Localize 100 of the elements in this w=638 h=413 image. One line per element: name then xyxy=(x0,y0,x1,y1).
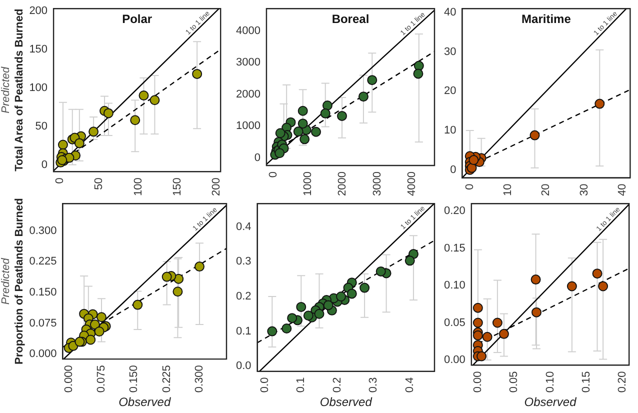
point xyxy=(598,281,608,292)
y-tick-label: 0.00 xyxy=(444,354,466,366)
x-tick-label: 0.225 xyxy=(160,365,173,393)
point xyxy=(367,75,378,86)
point xyxy=(282,324,292,334)
x-tick-label: 0 xyxy=(267,172,280,178)
y-tick-label: 0.150 xyxy=(29,286,57,298)
x-tick-label: 0.10 xyxy=(544,371,556,393)
point xyxy=(482,332,492,342)
x-tick-label: 0.150 xyxy=(128,365,140,393)
x-tick-label: 0.4 xyxy=(404,377,416,393)
point xyxy=(472,302,483,313)
y-tick-label: 0 xyxy=(450,164,456,176)
y-tick-label: 50 xyxy=(35,120,48,132)
point xyxy=(58,140,68,150)
y-tick-label: 0.2 xyxy=(236,290,252,303)
point xyxy=(322,100,332,110)
x-tick-label: 0.1 xyxy=(295,377,308,393)
x-tick-label: 0.05 xyxy=(508,371,520,393)
y-tick-label: 0 xyxy=(41,158,48,171)
point xyxy=(468,155,479,166)
point xyxy=(150,95,160,106)
text: Predicted xyxy=(0,257,12,305)
point xyxy=(103,108,114,118)
point xyxy=(194,262,204,272)
x-tick-label: 2000 xyxy=(336,172,349,196)
point xyxy=(162,272,172,282)
x-tick-label: 0.15 xyxy=(580,371,592,393)
point xyxy=(530,130,540,140)
point xyxy=(404,256,415,266)
x-tick-label: 30 xyxy=(578,184,590,196)
x-axis-title: Observed xyxy=(118,395,171,410)
point xyxy=(323,300,334,310)
y-tick-label: 100 xyxy=(29,82,48,94)
point xyxy=(86,334,96,345)
x-tick-label: 100 xyxy=(132,178,144,196)
point xyxy=(532,307,542,318)
x-tick-label: 150 xyxy=(171,178,184,196)
point xyxy=(192,68,202,79)
point xyxy=(358,92,368,102)
x-tick-label: 20 xyxy=(540,184,552,196)
point xyxy=(594,98,605,109)
point xyxy=(132,300,143,310)
x-tick-label: 0.0 xyxy=(258,377,271,393)
y-tick-label: 0.1 xyxy=(236,325,252,338)
x-tick-label: 0.300 xyxy=(194,365,206,393)
point xyxy=(274,148,285,158)
x-tick-label: 4000 xyxy=(406,172,418,196)
y-tick-label: 4000 xyxy=(236,24,260,37)
x-tick-label: 0 xyxy=(464,184,476,190)
point xyxy=(472,318,483,328)
y-tick-label: 2000 xyxy=(236,88,260,100)
point xyxy=(360,282,370,293)
x-axis-title: Observed xyxy=(320,395,372,410)
point xyxy=(336,292,346,302)
point xyxy=(314,308,324,319)
point xyxy=(96,312,106,322)
y-tick-label: 1000 xyxy=(236,120,260,132)
point xyxy=(592,268,602,279)
x-tick-label: 0.000 xyxy=(62,365,75,393)
y-axis-title: Proportion of Peatlands Burned xyxy=(14,198,26,364)
y-tick-label: 0.4 xyxy=(236,220,252,233)
x-tick-label: 0 xyxy=(54,178,66,184)
point xyxy=(267,326,278,336)
y-tick-label: 0.300 xyxy=(29,224,57,237)
point xyxy=(88,126,99,137)
point xyxy=(413,68,424,79)
point xyxy=(298,106,308,116)
point xyxy=(74,138,84,148)
point xyxy=(566,281,577,292)
y-tick-label: 30 xyxy=(444,46,456,58)
x-tick-label: 50 xyxy=(93,178,106,190)
point xyxy=(298,118,308,129)
x-tick-label: 0.075 xyxy=(96,365,108,393)
x-tick-label: 0.20 xyxy=(616,371,629,393)
point xyxy=(300,134,310,144)
y-axis-title: Total Area of Peatlands Burned xyxy=(14,8,26,172)
x-tick-label: 1000 xyxy=(302,172,314,196)
x-axis-title: Observed xyxy=(524,395,577,410)
y-tick-label: 0.10 xyxy=(444,280,466,292)
point xyxy=(376,266,386,276)
y-tick-label: 0.225 xyxy=(29,256,57,268)
x-tick-label: 0.00 xyxy=(472,371,484,393)
y-tick-label: 40 xyxy=(444,6,456,19)
y-tick-label: 20 xyxy=(444,85,456,98)
x-tick-label: 40 xyxy=(616,184,629,196)
y-tick-label: 0.000 xyxy=(29,348,57,360)
y-tick-label: 0.075 xyxy=(29,317,57,330)
y-tick-label: 0.05 xyxy=(444,316,466,329)
y-tick-label: 0.3 xyxy=(236,256,252,268)
chart-title: Polar xyxy=(122,12,152,26)
y-tick-label: 0 xyxy=(254,152,260,164)
point xyxy=(476,351,487,362)
point xyxy=(472,330,483,340)
point xyxy=(346,288,357,299)
point xyxy=(530,274,541,285)
point xyxy=(138,90,149,101)
point xyxy=(311,126,322,137)
point xyxy=(287,313,298,324)
point xyxy=(303,310,314,321)
